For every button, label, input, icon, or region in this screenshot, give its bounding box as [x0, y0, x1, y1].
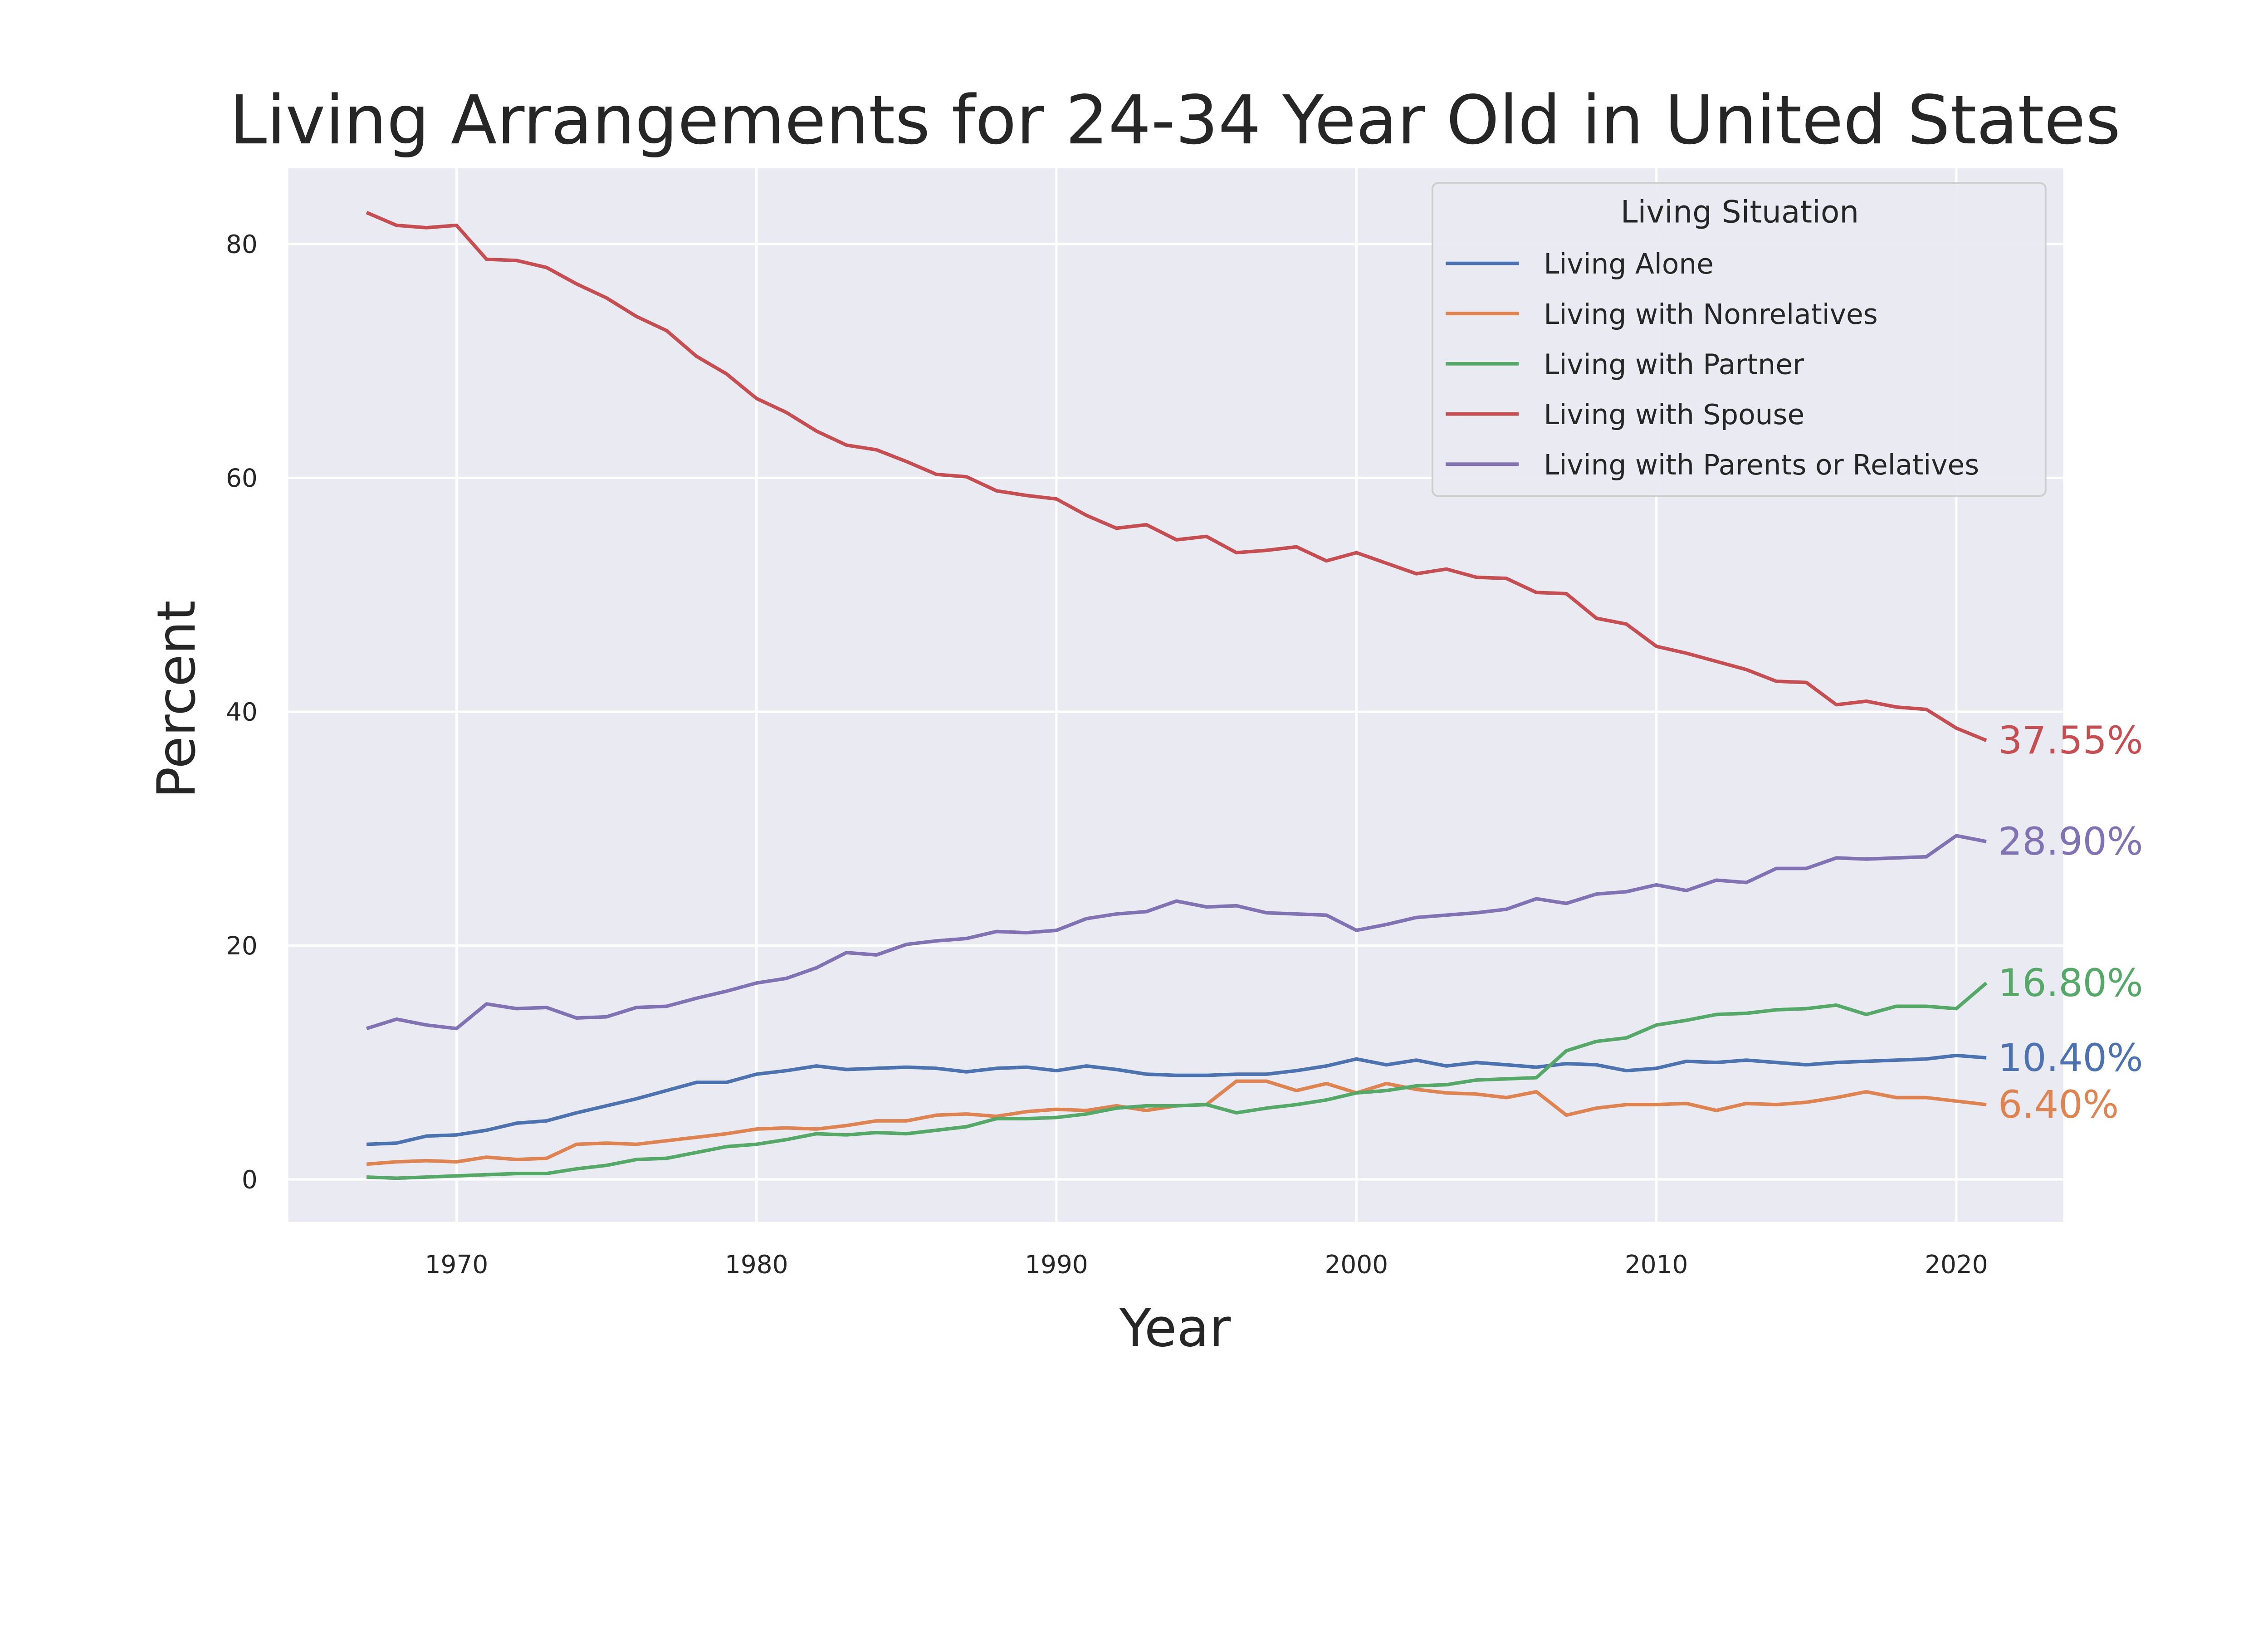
chart-title: Living Arrangements for 24-34 Year Old i…: [230, 81, 2121, 159]
end-label-living-with-spouse: 37.55%: [1998, 718, 2143, 763]
legend-items: Living Alone Living with Nonrelatives Livi…: [1446, 248, 1979, 481]
x-tick-label: 2000: [1325, 1250, 1388, 1279]
series-lines: [366, 210, 1988, 1180]
end-label-living-with-partner: 16.80%: [1998, 961, 2143, 1005]
x-axis-label: Year: [1119, 1298, 1231, 1359]
series-line-living-with-parents-or-relatives: [366, 834, 1987, 1031]
x-tick-label: 2020: [1925, 1250, 1988, 1279]
legend-label-living-with-parents-or-relatives: Living with Parents or Relatives: [1544, 449, 1979, 481]
legend: Living Situation Living Alone Living with…: [1432, 182, 2047, 497]
series-line-living-alone: [366, 1053, 1987, 1146]
series-line-living-with-partner: [366, 982, 1988, 1180]
series-line-living-with-spouse: [366, 210, 1987, 742]
y-tick-label: 20: [226, 931, 258, 960]
y-tick-label: 40: [226, 697, 258, 726]
end-label-living-with-nonrelatives: 6.40%: [1998, 1082, 2119, 1127]
end-label-living-alone: 10.40%: [1998, 1036, 2143, 1080]
line-chart: Living Arrangements for 24-34 Year Old i…: [146, 81, 2143, 1359]
y-axis-label: Percent: [146, 600, 207, 798]
x-tick-label: 1980: [725, 1250, 788, 1279]
y-tick-label: 0: [242, 1165, 258, 1194]
y-tick-label: 80: [226, 230, 258, 259]
legend-label-living-alone: Living Alone: [1544, 248, 1714, 280]
legend-label-living-with-nonrelatives: Living with Nonrelatives: [1544, 298, 1877, 331]
end-label-living-with-parents-or-relatives: 28.90%: [1998, 819, 2143, 864]
x-tick-label: 2010: [1625, 1250, 1688, 1279]
legend-title: Living Situation: [1621, 194, 1859, 230]
x-tick-label: 1990: [1025, 1250, 1088, 1279]
end-labels: 10.40%6.40% 16.80% 37.55% 28.90%: [1998, 718, 2143, 1127]
x-tick-label: 1970: [425, 1250, 489, 1279]
tick-labels: 1970 1980 1990 2000 2010 2020 0 20 40 60 80: [226, 230, 1988, 1279]
legend-box: [1432, 182, 2047, 497]
y-tick-label: 60: [226, 464, 258, 493]
legend-label-living-with-spouse: Living with Spouse: [1544, 399, 1804, 431]
legend-label-living-with-partner: Living with Partner: [1544, 349, 1804, 381]
